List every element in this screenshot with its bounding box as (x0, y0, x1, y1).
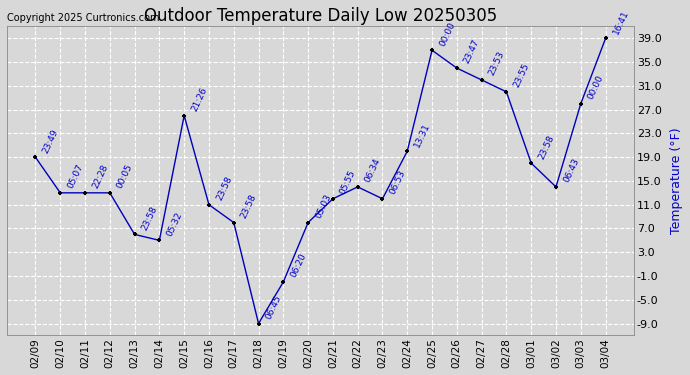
Y-axis label: Temperature (°F): Temperature (°F) (670, 128, 683, 234)
Point (278, 279, 289, 285)
Text: 05:55: 05:55 (339, 169, 357, 196)
Text: 05:07: 05:07 (66, 163, 85, 190)
Point (154, 237, 165, 243)
Point (55, 190, 66, 196)
Text: 23:58: 23:58 (140, 204, 159, 232)
Text: 16:41: 16:41 (611, 9, 630, 36)
Point (451, 65, 462, 71)
Text: 06:45: 06:45 (264, 294, 283, 321)
Text: 23:55: 23:55 (512, 62, 531, 89)
Text: 23:53: 23:53 (487, 50, 506, 77)
Point (204, 202, 215, 208)
Point (426, 47, 437, 53)
Point (352, 184, 363, 190)
Text: Copyright 2025 Curtronics.com: Copyright 2025 Curtronics.com (7, 13, 159, 23)
Point (79, 190, 90, 196)
Point (253, 321, 264, 327)
Text: 06:20: 06:20 (289, 252, 308, 279)
Text: 06:53: 06:53 (388, 169, 407, 196)
Point (551, 184, 562, 190)
Text: 05:03: 05:03 (314, 192, 333, 220)
Point (303, 219, 314, 225)
Point (179, 112, 190, 118)
Point (129, 231, 140, 237)
Point (104, 190, 115, 196)
Point (377, 196, 388, 202)
Text: 06:34: 06:34 (363, 157, 382, 184)
Text: 06:43: 06:43 (562, 157, 580, 184)
Text: 23:58: 23:58 (215, 175, 233, 202)
Point (575, 101, 586, 107)
Text: 23:47: 23:47 (462, 38, 482, 65)
Text: 13:31: 13:31 (413, 121, 432, 148)
Text: 05:32: 05:32 (165, 210, 184, 238)
Point (402, 148, 413, 154)
Point (476, 77, 487, 83)
Text: 00:00: 00:00 (586, 74, 605, 101)
Text: 22:28: 22:28 (90, 163, 110, 190)
Text: 00:00: 00:00 (437, 20, 457, 48)
Text: 23:49: 23:49 (41, 128, 60, 154)
Point (600, 35, 611, 41)
Title: Outdoor Temperature Daily Low 20250305: Outdoor Temperature Daily Low 20250305 (144, 7, 497, 25)
Point (30, 154, 41, 160)
Point (228, 219, 239, 225)
Point (526, 160, 537, 166)
Point (501, 89, 512, 95)
Text: 21:26: 21:26 (190, 86, 208, 113)
Point (327, 196, 338, 202)
Text: 00:05: 00:05 (115, 163, 135, 190)
Text: 23:58: 23:58 (537, 133, 556, 160)
Text: 23:58: 23:58 (239, 193, 258, 220)
